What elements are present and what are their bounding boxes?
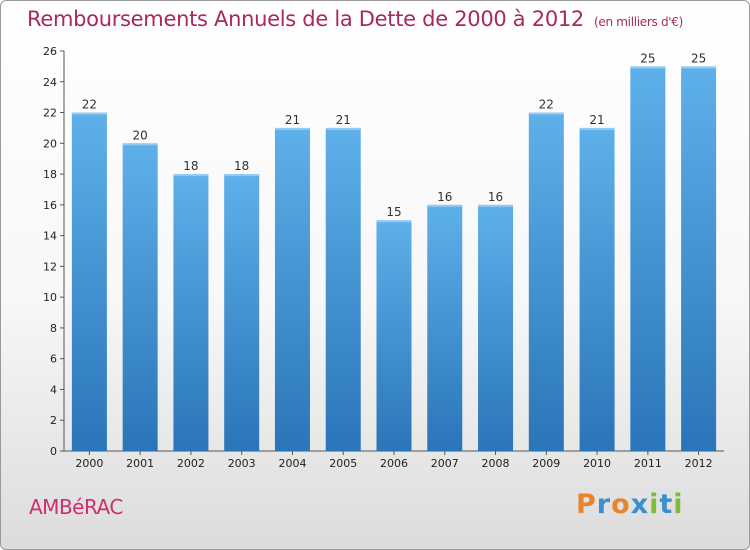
chart-title-text: Remboursements Annuels de la Dette de 20… (27, 7, 584, 31)
bar-2010 (579, 127, 615, 451)
x-tick-label: 2006 (380, 457, 408, 470)
bar-highlight (427, 204, 463, 207)
bar-2012 (681, 66, 717, 451)
x-tick-label: 2004 (278, 457, 306, 470)
bar-highlight (173, 174, 209, 177)
x-tick-label: 2010 (583, 457, 611, 470)
y-tick-label: 24 (43, 76, 57, 89)
bar-2004 (274, 127, 310, 451)
logo-letter: i (649, 489, 660, 520)
value-label: 16 (488, 190, 503, 204)
chart-bars (71, 66, 717, 452)
y-tick-label: 10 (43, 291, 57, 304)
bar-highlight (325, 127, 361, 130)
x-tick-label: 2011 (634, 457, 662, 470)
x-tick-label: 2003 (228, 457, 256, 470)
y-tick-label: 12 (43, 260, 57, 273)
x-tick-label: 2005 (329, 457, 357, 470)
y-tick-label: 18 (43, 168, 57, 181)
value-label: 18 (183, 159, 198, 173)
logo-letter: x (630, 489, 650, 520)
bar-2006 (376, 220, 412, 451)
value-label: 16 (437, 190, 452, 204)
commune-name: AMBéRAC (29, 495, 123, 519)
bar-2001 (122, 143, 158, 452)
y-tick-label: 8 (50, 322, 57, 335)
bar-2002 (173, 174, 209, 452)
y-tick-label: 14 (43, 230, 57, 243)
y-tick-label: 22 (43, 107, 57, 120)
value-label: 15 (386, 205, 401, 219)
value-label: 25 (640, 51, 655, 65)
y-tick-label: 0 (50, 445, 57, 458)
x-tick-label: 2009 (532, 457, 560, 470)
bar-2005 (325, 127, 361, 451)
bar-2009 (528, 112, 564, 452)
bar-2011 (630, 66, 666, 451)
value-label: 25 (691, 51, 706, 65)
y-tick-label: 16 (43, 199, 57, 212)
proxiti-logo: Proxiti (576, 489, 684, 520)
y-tick-label: 26 (43, 45, 57, 58)
value-label: 21 (336, 113, 351, 127)
bar-highlight (274, 127, 310, 130)
x-tick-label: 2007 (431, 457, 459, 470)
value-label: 18 (234, 159, 249, 173)
logo-letter: P (576, 489, 597, 520)
unit-note: (en milliers d'€) (594, 15, 684, 29)
bar-highlight (630, 66, 666, 69)
logo-letter: t (659, 489, 674, 520)
bar-2008 (478, 204, 514, 451)
value-label: 22 (82, 98, 97, 112)
y-tick-label: 4 (50, 383, 57, 396)
bar-highlight (224, 174, 260, 177)
logo-letter: i (673, 489, 684, 520)
x-tick-label: 2000 (75, 457, 103, 470)
bar-highlight (528, 112, 564, 115)
x-tick-label: 2002 (177, 457, 205, 470)
bar-highlight (376, 220, 412, 223)
y-tick-label: 6 (50, 353, 57, 366)
bar-highlight (681, 66, 717, 69)
bar-2007 (427, 204, 463, 451)
bar-2003 (224, 174, 260, 452)
logo-letter: r (596, 489, 612, 520)
bar-highlight (122, 143, 158, 146)
x-tick-label: 2012 (685, 457, 713, 470)
value-label: 21 (589, 113, 604, 127)
bar-2000 (71, 112, 107, 452)
value-label: 22 (539, 98, 554, 112)
bar-highlight (579, 127, 615, 130)
bar-highlight (71, 112, 107, 115)
y-tick-label: 2 (50, 414, 57, 427)
bar-highlight (478, 204, 514, 207)
x-tick-label: 2001 (126, 457, 154, 470)
x-tick-label: 2008 (482, 457, 510, 470)
chart-value-labels: 22 20 18 18 21 21 15 16 16 22 21 25 25 (82, 51, 707, 219)
logo-letter: o (611, 489, 631, 520)
value-label: 21 (285, 113, 300, 127)
value-label: 20 (133, 128, 148, 142)
y-tick-label: 20 (43, 137, 57, 150)
chart-title: Remboursements Annuels de la Dette de 20… (27, 7, 683, 31)
